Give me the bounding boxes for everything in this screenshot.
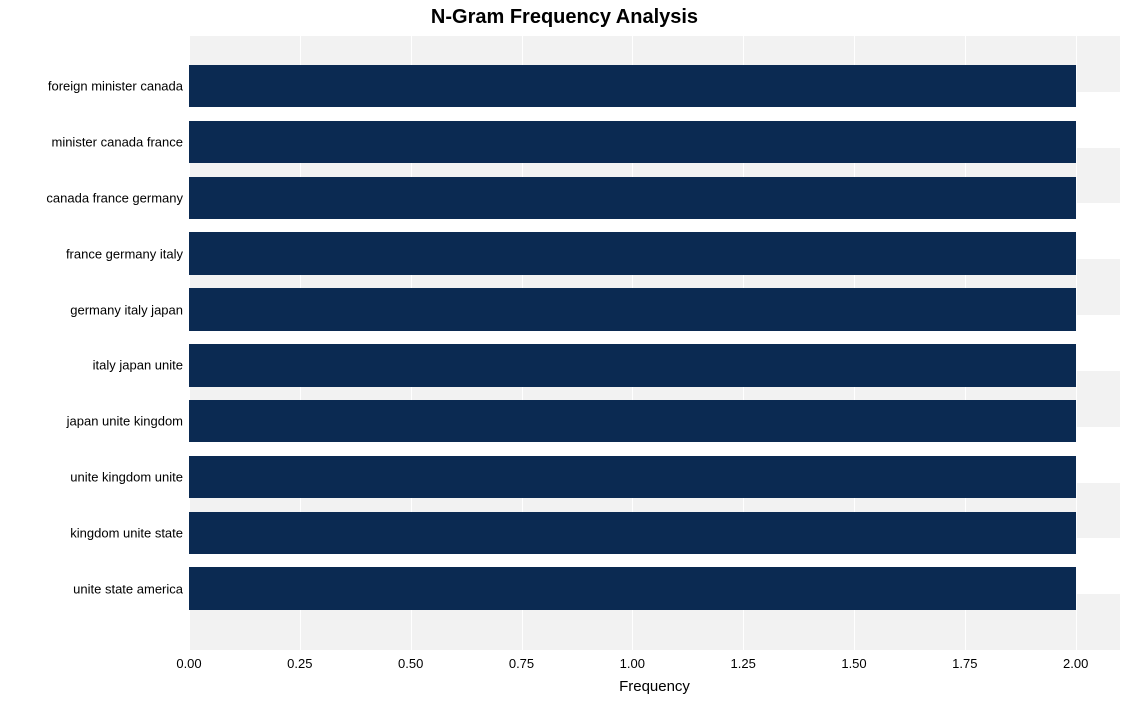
y-tick-label: kingdom unite state (0, 525, 183, 540)
bar (189, 512, 1076, 554)
x-tick-label: 0.00 (176, 656, 201, 671)
y-tick-label: france germany italy (0, 246, 183, 261)
y-tick-label: japan unite kingdom (0, 414, 183, 429)
bar (189, 344, 1076, 386)
x-tick-label: 1.75 (952, 656, 977, 671)
bar (189, 232, 1076, 274)
bar (189, 177, 1076, 219)
x-tick-label: 0.25 (287, 656, 312, 671)
x-tick-label: 2.00 (1063, 656, 1088, 671)
y-tick-label: unite state america (0, 581, 183, 596)
gridline (1076, 36, 1077, 650)
bar (189, 65, 1076, 107)
bar (189, 567, 1076, 609)
plot-area (189, 36, 1120, 650)
bar (189, 400, 1076, 442)
bar (189, 456, 1076, 498)
y-tick-label: minister canada france (0, 135, 183, 150)
x-axis-label: Frequency (619, 678, 690, 695)
y-tick-label: italy japan unite (0, 358, 183, 373)
x-tick-label: 1.00 (620, 656, 645, 671)
chart-container: N-Gram Frequency Analysis foreign minist… (0, 0, 1129, 701)
y-axis: foreign minister canada minister canada f… (0, 36, 183, 650)
y-tick-label: unite kingdom unite (0, 469, 183, 484)
y-tick-label: canada france germany (0, 190, 183, 205)
x-tick-label: 0.75 (509, 656, 534, 671)
x-tick-label: 1.25 (731, 656, 756, 671)
x-tick-label: 0.50 (398, 656, 423, 671)
chart-title: N-Gram Frequency Analysis (0, 6, 1129, 29)
x-axis: 0.000.250.500.751.001.251.501.752.00 (189, 656, 1120, 676)
y-tick-label: foreign minister canada (0, 79, 183, 94)
bar (189, 121, 1076, 163)
x-tick-label: 1.50 (841, 656, 866, 671)
y-tick-label: germany italy japan (0, 302, 183, 317)
bar (189, 288, 1076, 330)
